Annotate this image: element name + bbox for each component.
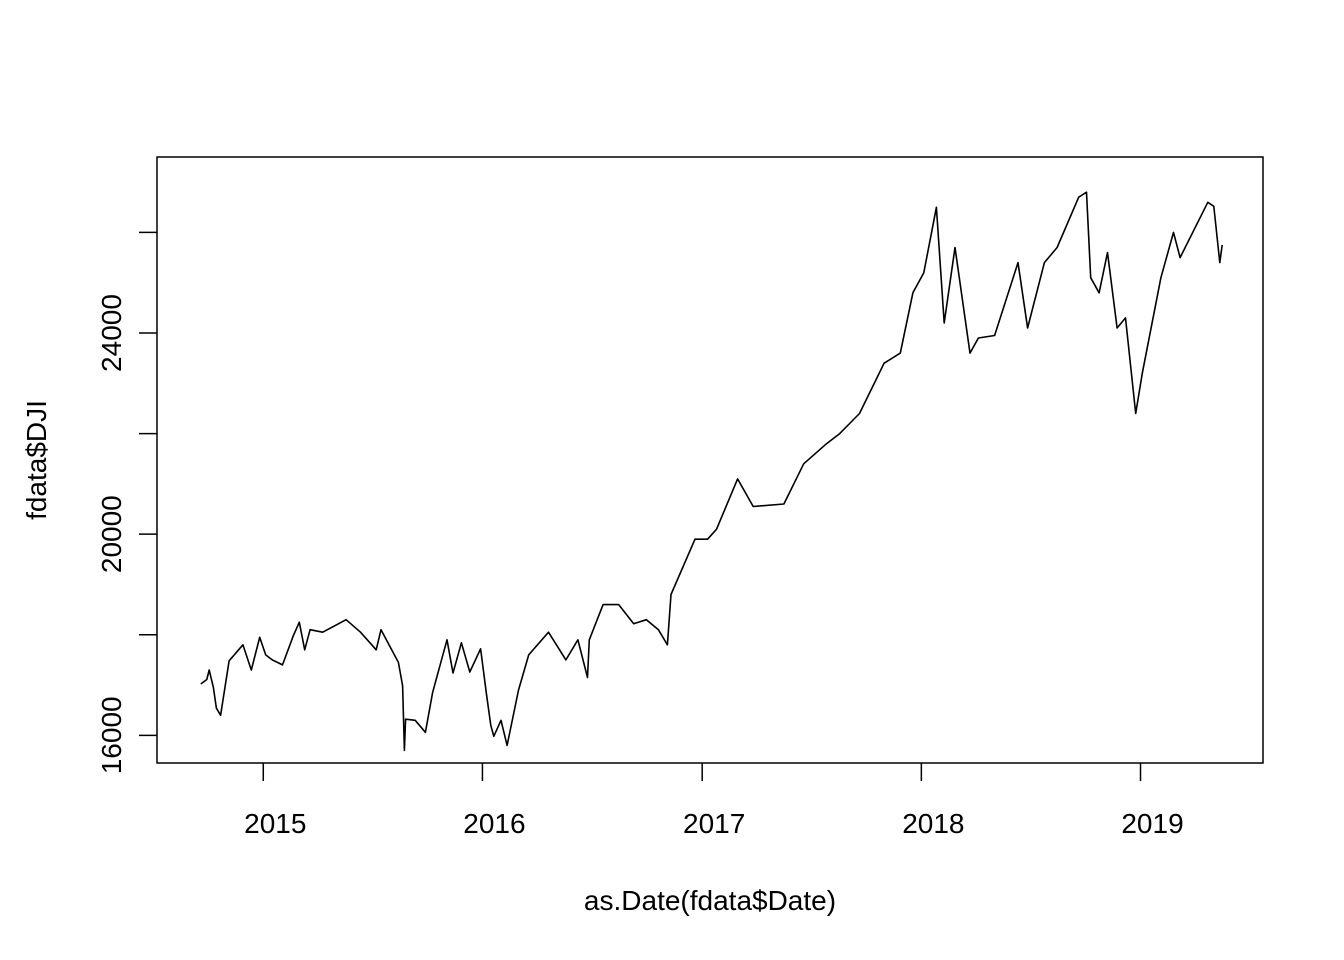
series-line: [200, 191, 1223, 752]
y-axis: 16000 20000 24000: [96, 231, 157, 774]
x-tick-label: 2019: [1121, 808, 1183, 839]
x-tick-label: 2018: [902, 808, 964, 839]
x-axis-label: as.Date(fdata$Date): [584, 885, 836, 916]
y-tick-label: 24000: [96, 294, 127, 372]
y-tick-label: 20000: [96, 495, 127, 573]
x-tick-label: 2017: [683, 808, 745, 839]
x-tick-label: 2015: [244, 808, 306, 839]
plot-frame: [156, 156, 1264, 764]
x-axis: 2015 2016 2017 2018 2019: [244, 763, 1184, 839]
y-axis-label: fdata$DJI: [21, 400, 52, 520]
y-tick-label: 16000: [96, 696, 127, 774]
x-tick-label: 2016: [463, 808, 525, 839]
